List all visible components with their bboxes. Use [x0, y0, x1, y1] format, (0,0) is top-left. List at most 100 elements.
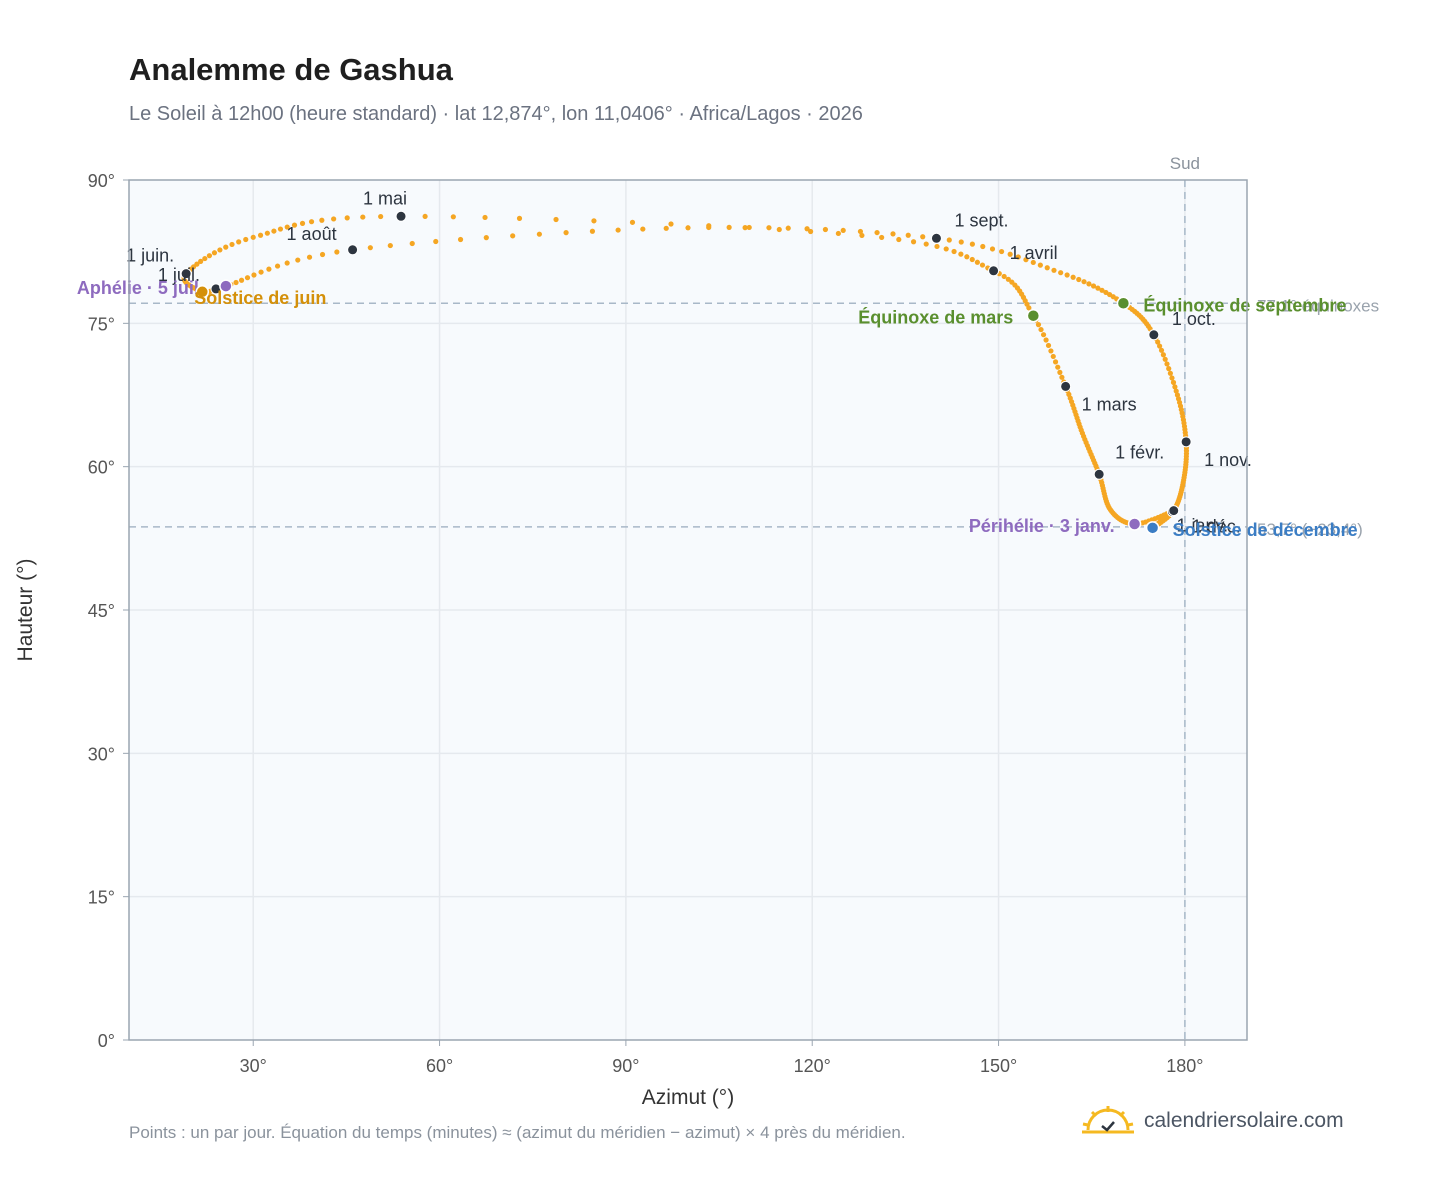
daily-sun-point	[964, 254, 970, 260]
daily-sun-point	[482, 214, 488, 221]
month-marker-label: 1 août	[287, 224, 337, 244]
daily-sun-point	[1059, 374, 1065, 380]
month-marker	[1093, 468, 1105, 480]
month-marker-label: 1 avril	[1010, 243, 1058, 263]
daily-sun-point	[1045, 342, 1052, 349]
event-label: Périhélie · 3 janv.	[969, 516, 1115, 536]
chart-subtitle: Le Soleil à 12h00 (heure standard) · lat…	[129, 103, 863, 125]
daily-sun-point	[951, 248, 957, 255]
y-axis-label: Hauteur (°)	[14, 559, 37, 662]
daily-sun-point	[989, 246, 996, 252]
event-markers: Périhélie · 3 janv.Aphélie · 5 juil.Sols…	[77, 278, 1358, 540]
daily-sun-point	[999, 248, 1005, 255]
daily-sun-point	[319, 251, 326, 258]
daily-sun-point	[1055, 364, 1061, 370]
daily-sun-point	[516, 215, 523, 221]
daily-sun-point	[387, 242, 393, 249]
daily-sun-point	[258, 269, 264, 275]
daily-sun-point	[1086, 281, 1092, 287]
brand-name: calendriersolaire.com	[1144, 1109, 1344, 1132]
month-marker-label: 1 oct.	[1172, 309, 1216, 329]
month-marker-label: 1 mai	[363, 188, 407, 208]
daily-sun-point	[217, 247, 223, 253]
daily-sun-point	[1043, 337, 1049, 343]
daily-sun-point	[284, 260, 290, 266]
month-marker	[1148, 329, 1160, 341]
y-tick-label: 0°	[98, 1031, 115, 1051]
daily-sun-point	[946, 237, 952, 243]
daily-sun-point	[629, 219, 636, 225]
event-marker	[1127, 517, 1142, 531]
daily-sun-point	[706, 224, 712, 231]
daily-sun-point	[958, 239, 964, 245]
daily-sun-point	[1007, 251, 1013, 257]
daily-sun-point	[896, 236, 902, 243]
daily-sun-point	[319, 217, 325, 223]
daily-sun-point	[233, 279, 239, 286]
daily-sun-point	[980, 243, 986, 250]
daily-sun-point	[804, 226, 810, 232]
daily-sun-point	[1070, 274, 1076, 280]
daily-sun-point	[1030, 259, 1036, 266]
daily-sun-point	[857, 228, 864, 235]
daily-sun-point	[943, 246, 949, 252]
month-marker-label: 1 janv.	[1176, 516, 1228, 536]
daily-sun-point	[1015, 254, 1021, 260]
daily-sun-point	[1023, 257, 1029, 263]
daily-sun-point	[1076, 276, 1082, 283]
meridian-label: Sud	[1170, 154, 1200, 173]
daily-sun-point	[553, 216, 559, 223]
daily-sun-point	[202, 255, 208, 262]
daily-sun-point	[266, 266, 272, 272]
daily-sun-point	[1040, 332, 1047, 338]
daily-sun-point	[726, 224, 732, 230]
daily-sun-point	[1090, 283, 1097, 289]
daily-sun-point	[284, 224, 290, 230]
footnote: Points : un par jour. Équation du temps …	[129, 1123, 906, 1142]
reference-line-label: 53,7° (−23,4°)	[1257, 520, 1363, 539]
month-marker-label: 1 févr.	[1115, 442, 1164, 462]
daily-sun-point	[457, 236, 464, 243]
daily-sun-point	[250, 234, 256, 240]
sun-logo-icon	[1082, 1106, 1134, 1134]
daily-sun-point	[1048, 348, 1054, 354]
daily-sun-point	[1081, 279, 1087, 285]
daily-sun-point	[969, 256, 975, 263]
daily-sun-point	[785, 225, 791, 231]
daily-sun-point	[1095, 285, 1101, 291]
daily-sun-point	[243, 236, 249, 243]
daily-sun-point	[1157, 343, 1163, 349]
event-label: Équinoxe de septembre	[1143, 294, 1346, 315]
daily-sun-point	[840, 227, 846, 234]
daily-sun-point	[331, 216, 337, 222]
daily-sun-point	[291, 222, 298, 228]
daily-sun-point	[746, 224, 752, 231]
y-tick-label: 15°	[88, 888, 115, 908]
daily-sun-point	[1035, 322, 1042, 328]
y-tick-label: 30°	[88, 744, 115, 764]
daily-sun-point	[668, 221, 674, 227]
x-axis-label: Azimut (°)	[642, 1086, 734, 1109]
event-marker	[1116, 296, 1131, 311]
daily-sun-point	[974, 259, 980, 265]
month-marker-label: 1 mars	[1082, 394, 1137, 414]
x-tick-label: 90°	[612, 1056, 639, 1076]
daily-sun-point	[1170, 379, 1177, 386]
event-label: Solstice de juin	[194, 288, 326, 308]
daily-sun-point	[274, 263, 281, 269]
daily-sun-point	[1167, 370, 1173, 376]
daily-sun-point	[1066, 391, 1072, 397]
x-tick-label: 150°	[980, 1056, 1017, 1076]
daily-sun-point	[1169, 375, 1175, 381]
month-marker	[1060, 380, 1072, 392]
event-label: Solstice de décembre	[1173, 520, 1358, 540]
daily-sun-point	[934, 243, 940, 250]
daily-sun-point	[1001, 273, 1007, 280]
daily-sun-point	[211, 250, 218, 256]
daily-sun-point	[1038, 326, 1044, 333]
daily-sun-point	[433, 238, 439, 245]
daily-sun-point	[1037, 262, 1043, 268]
event-label: Aphélie · 5 juil.	[77, 278, 204, 298]
analemma-curve	[181, 213, 1190, 531]
daily-sun-point	[905, 232, 911, 238]
